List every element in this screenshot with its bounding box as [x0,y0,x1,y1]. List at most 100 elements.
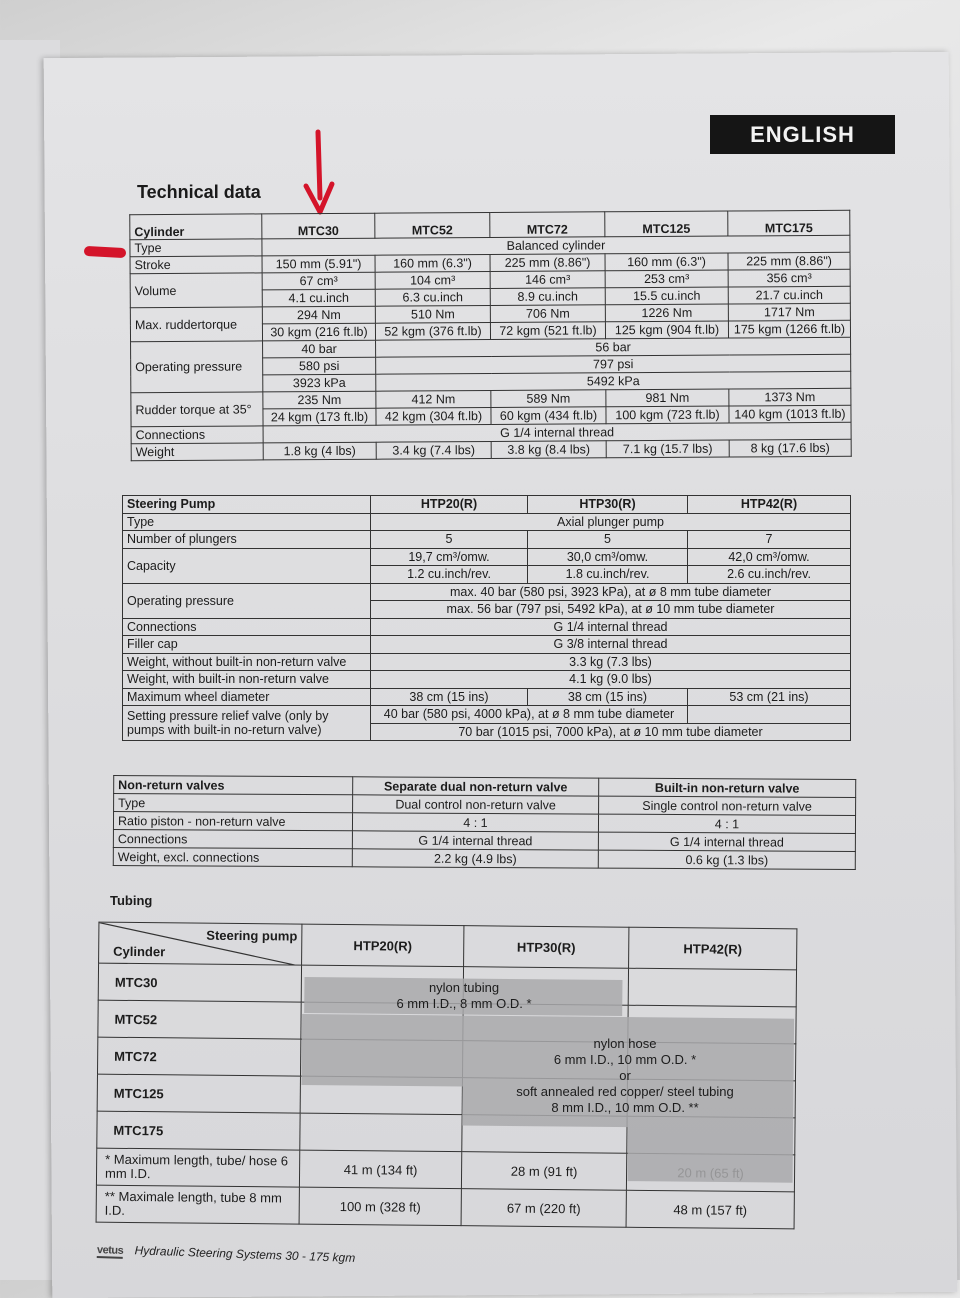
value-cell: 7 [687,530,851,549]
diagonal-divider [99,922,302,966]
row-label: Type [129,238,263,257]
value-cell: 589 Nm [490,389,606,408]
row-label: Weight, excl. connections [113,847,353,867]
value-cell: 160 mm (6.3") [605,253,729,271]
value-cell: 1.8 cu.inch/rev. [527,565,688,584]
value-cell: 67 cm³ [262,272,376,290]
value-cell: 150 mm (5.91") [262,255,376,273]
row-label: Filler cap [122,635,371,654]
value-cell: 42 kgm (304 ft.lb) [375,407,492,426]
pump-header: HTP42(R) [628,927,797,970]
row-label: Connections [131,425,264,444]
value-cell: 294 Nm [262,306,376,324]
note-line: nylon tubing [428,980,500,995]
column-header: Built-in non-return valve [598,778,856,798]
section-header: Steering Pump [122,495,371,514]
note-line: or [619,1068,631,1083]
table-row: Weight, with built-in non-return valve 4.… [122,670,851,689]
note-line: 8 mm I.D., 10 mm O.D. ** [551,1100,699,1115]
value-cell: G 3/8 internal thread [370,635,851,654]
non-return-valve-table: Non-return valves Separate dual non-retur… [113,775,856,870]
row-label: Operating pressure [122,582,371,619]
note-line: 6 mm I.D., 10 mm O.D. * [553,1052,697,1067]
column-header: MTC72 [489,211,605,238]
value-cell: 2.2 kg (4.9 lbs) [352,848,599,869]
value-cell: 1.8 kg (4 lbs) [263,442,377,460]
value-cell: Single control non-return valve [598,796,856,816]
row-label: Capacity [122,547,371,584]
value-cell: 125 kgm (904 ft.lb) [605,321,729,339]
section-header: Cylinder [129,213,262,240]
table-row: Number of plungers 5 5 7 [122,530,851,549]
length-value: 28 m (91 ft) [461,1151,627,1191]
table-row: Weight, excl. connections 2.2 kg (4.9 lbs… [113,847,856,870]
table-row: Setting pressure relief valve (only by p… [122,705,851,741]
value-cell: 706 Nm [490,304,606,323]
table-row: Type Axial plunger pump [122,512,851,531]
page-title: Technical data [137,182,261,202]
pump-header: HTP20(R) [301,924,464,967]
header-row: Steering Pump HTP20(R) HTP30(R) HTP42(R) [122,495,851,514]
column-header: HTP42(R) [687,495,851,514]
value-cell: 38 cm (15 ins) [527,687,688,706]
value-cell: 70 bar (1015 psi, 7000 kPa), at ø 10 mm … [370,722,851,741]
value-cell [687,705,851,724]
value-cell: 4 : 1 [352,812,599,833]
row-label: Stroke [130,255,263,274]
value-cell: 175 kgm (1266 ft.lb) [728,320,851,339]
table-row: max. 56 bar (797 psi, 5492 kPa), at ø 10… [123,600,851,619]
row-label: Volume [130,272,263,308]
value-cell: 15.5 cu.inch [605,287,729,305]
red-arrow-annotation-icon [303,129,335,215]
brand-logo: vetus [96,1244,124,1259]
corner-label-cylinder: Cylinder [113,943,166,960]
table-row: 70 bar (1015 psi, 7000 kPa), at ø 10 mm … [123,722,851,741]
length-value: 100 m (328 ft) [299,1187,462,1226]
row-label: Rudder torque at 35° [130,391,264,427]
value-cell: 53 cm (21 ins) [687,687,851,706]
value-cell: 38 cm (15 ins) [370,687,528,706]
row-label: Connections [122,617,371,636]
value-cell: 4.1 kg (9.0 lbs) [370,670,851,689]
cylinder-label: MTC72 [97,1037,301,1077]
value-cell: 24 kgm (173 ft.lb) [262,408,377,426]
language-badge: ENGLISH [710,115,895,154]
column-header: HTP20(R) [370,495,528,514]
value-cell: 40 bar [262,340,376,358]
column-header: MTC30 [261,213,375,239]
value-cell: G 1/4 internal thread [352,830,599,851]
note-line: nylon hose [593,1036,657,1051]
table-row: Operating pressure max. 40 bar (580 psi, … [122,582,851,619]
corner-label-pump: Steering pump [206,927,298,944]
steering-pump-spec-table: Steering Pump HTP20(R) HTP30(R) HTP42(R) Typ… [122,495,851,741]
cylinder-label: MTC175 [96,1111,301,1151]
value-cell: G 1/4 internal thread [370,617,851,636]
row-label: Weight [131,442,264,461]
value-cell: 60 kgm (434 ft.lb) [490,406,607,425]
value-cell: 30 kgm (216 ft.lb) [262,323,376,341]
value-cell: Axial plunger pump [370,512,851,531]
value-cell: 981 Nm [605,389,729,407]
value-cell: 52 kgm (376 ft.lb) [375,322,491,341]
value-cell: 356 cm³ [728,269,851,288]
column-header: MTC175 [727,210,850,237]
row-label: Setting pressure relief valve (only by p… [122,705,371,741]
value-cell: 30,0 cm³/omw. [527,547,688,566]
value-cell: 21.7 cu.inch [728,286,851,305]
value-cell: 146 cm³ [490,270,606,289]
nylon-hose-note: nylon hose 6 mm I.D., 10 mm O.D. * or so… [480,1036,770,1116]
table-row: Maximum wheel diameter 38 cm (15 ins) 38 c… [122,687,851,706]
value-cell: 160 mm (6.3") [375,254,491,273]
row-label: Type [122,512,371,531]
value-cell: 510 Nm [375,305,491,324]
cylinder-label: MTC125 [97,1074,301,1114]
tubing-heading: Tubing [110,893,153,908]
table-row: Weight, without built-in non-return valv… [122,652,851,671]
table-row: Capacity 19,7 cm³/omw. 30,0 cm³/omw. 42,0 c… [122,547,851,584]
nylon-tubing-note: nylon tubing 6 mm I.D., 8 mm O.D. * [305,980,623,1012]
row-label: Operating pressure [130,340,263,393]
value-cell: max. 56 bar (797 psi, 5492 kPa), at ø 10… [370,600,851,619]
length-value: 41 m (134 ft) [299,1150,462,1189]
value-cell: 225 mm (8.86") [728,252,851,271]
value-cell: 72 kgm (521 ft.lb) [490,321,606,340]
